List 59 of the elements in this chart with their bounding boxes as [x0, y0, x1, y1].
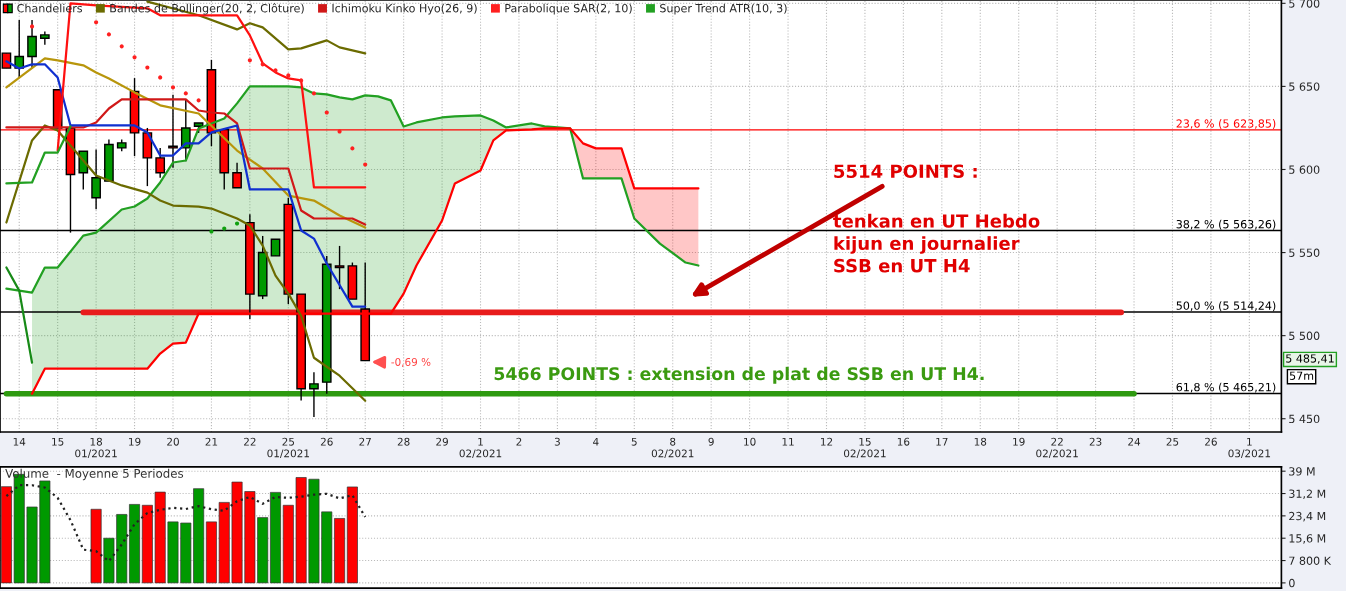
x-tick-label: 15 02/2021 [843, 437, 886, 459]
annotation: tenkan en UT Hebdo kijun en journalier SSB en UT H4 [833, 213, 1040, 273]
x-tick-label: 17 [936, 437, 948, 446]
x-tick-label: 24 [1128, 437, 1141, 446]
x-tick-label: 19 [1013, 437, 1025, 446]
x-tick-label: 11 [782, 437, 794, 446]
ref-line-label: 50,0 % (5 514,24) [1176, 301, 1276, 312]
text: 5 485,41 [1286, 354, 1334, 364]
x-tick-label: 8 02/2021 [651, 437, 694, 459]
annotation: -0,69 % [391, 358, 431, 367]
legend-label: Super Trend ATR(10, 3) [660, 3, 787, 15]
y-tick-label: 39 M [1289, 467, 1315, 476]
x-tick-label: 27 [359, 437, 371, 446]
ref-line-label: 61,8 % (5 465,21) [1176, 382, 1276, 393]
x-tick-label: 1 03/2021 [1228, 437, 1271, 459]
text: 57m [1289, 371, 1314, 380]
x-tick-label: 2 [516, 437, 522, 446]
x-tick-label: 28 [397, 437, 410, 446]
x-tick-label: 25 [1166, 437, 1179, 446]
y-tick-label: 5 700 [1289, 0, 1320, 8]
x-tick-label: 18 01/2021 [75, 437, 117, 459]
y-tick-label: 7 800 K [1289, 556, 1332, 565]
x-tick-label: 21 [205, 437, 218, 446]
annotation: 5514 POINTS : [834, 164, 977, 179]
x-tick-label: 10 [744, 437, 756, 446]
x-tick-label: 16 [897, 437, 910, 446]
x-tick-label: 26 [1205, 437, 1217, 446]
legend-label: Parabolique SAR(2, 10) [505, 3, 632, 15]
y-tick-label: 15,6 M [1289, 534, 1326, 544]
x-tick-label: 18 [974, 437, 987, 446]
x-tick-label: 9 [708, 437, 714, 446]
x-tick-label: 3 [554, 437, 560, 446]
x-tick-label: 1 02/2021 [459, 437, 502, 459]
x-tick-label: 26 [320, 437, 333, 446]
x-tick-label: 19 [129, 437, 141, 446]
ref-line-label: 38,2 % (5 563,26) [1176, 219, 1276, 230]
x-tick-label: 12 [821, 437, 833, 446]
ref-line-label: 23,6 % (5 623,85) [1176, 119, 1276, 130]
x-tick-label: 29 [436, 437, 448, 446]
x-tick-label: 22 [244, 437, 256, 446]
legend-label: Ichimoku Kinko Hyo(26, 9) [332, 3, 477, 15]
x-tick-label: 5 [631, 437, 637, 446]
chart-title: Volume - Moyenne 5 Periodes [5, 468, 184, 481]
x-tick-label: 15 [52, 437, 64, 446]
y-tick-label: 23,4 M [1289, 511, 1326, 522]
x-tick-label: 23 [1089, 437, 1102, 446]
x-tick-label: 22 02/2021 [1036, 437, 1078, 459]
x-tick-label: 20 [167, 437, 179, 446]
y-tick-label: 31,2 M [1289, 489, 1326, 500]
y-tick-label: 5 550 [1289, 248, 1320, 257]
x-tick-label: 4 [593, 437, 599, 446]
y-tick-label: 5 600 [1289, 165, 1320, 174]
y-tick-label: 5 450 [1289, 414, 1320, 424]
y-tick-label: 0 [1289, 578, 1295, 588]
x-tick-label: 25 01/2021 [267, 437, 309, 459]
y-tick-label: 5 500 [1289, 331, 1320, 341]
y-tick-label: 5 650 [1289, 82, 1320, 91]
x-tick-label: 14 [13, 437, 26, 446]
annotation: 5466 POINTS : extension de plat de SSB en UT H4. [494, 366, 984, 384]
